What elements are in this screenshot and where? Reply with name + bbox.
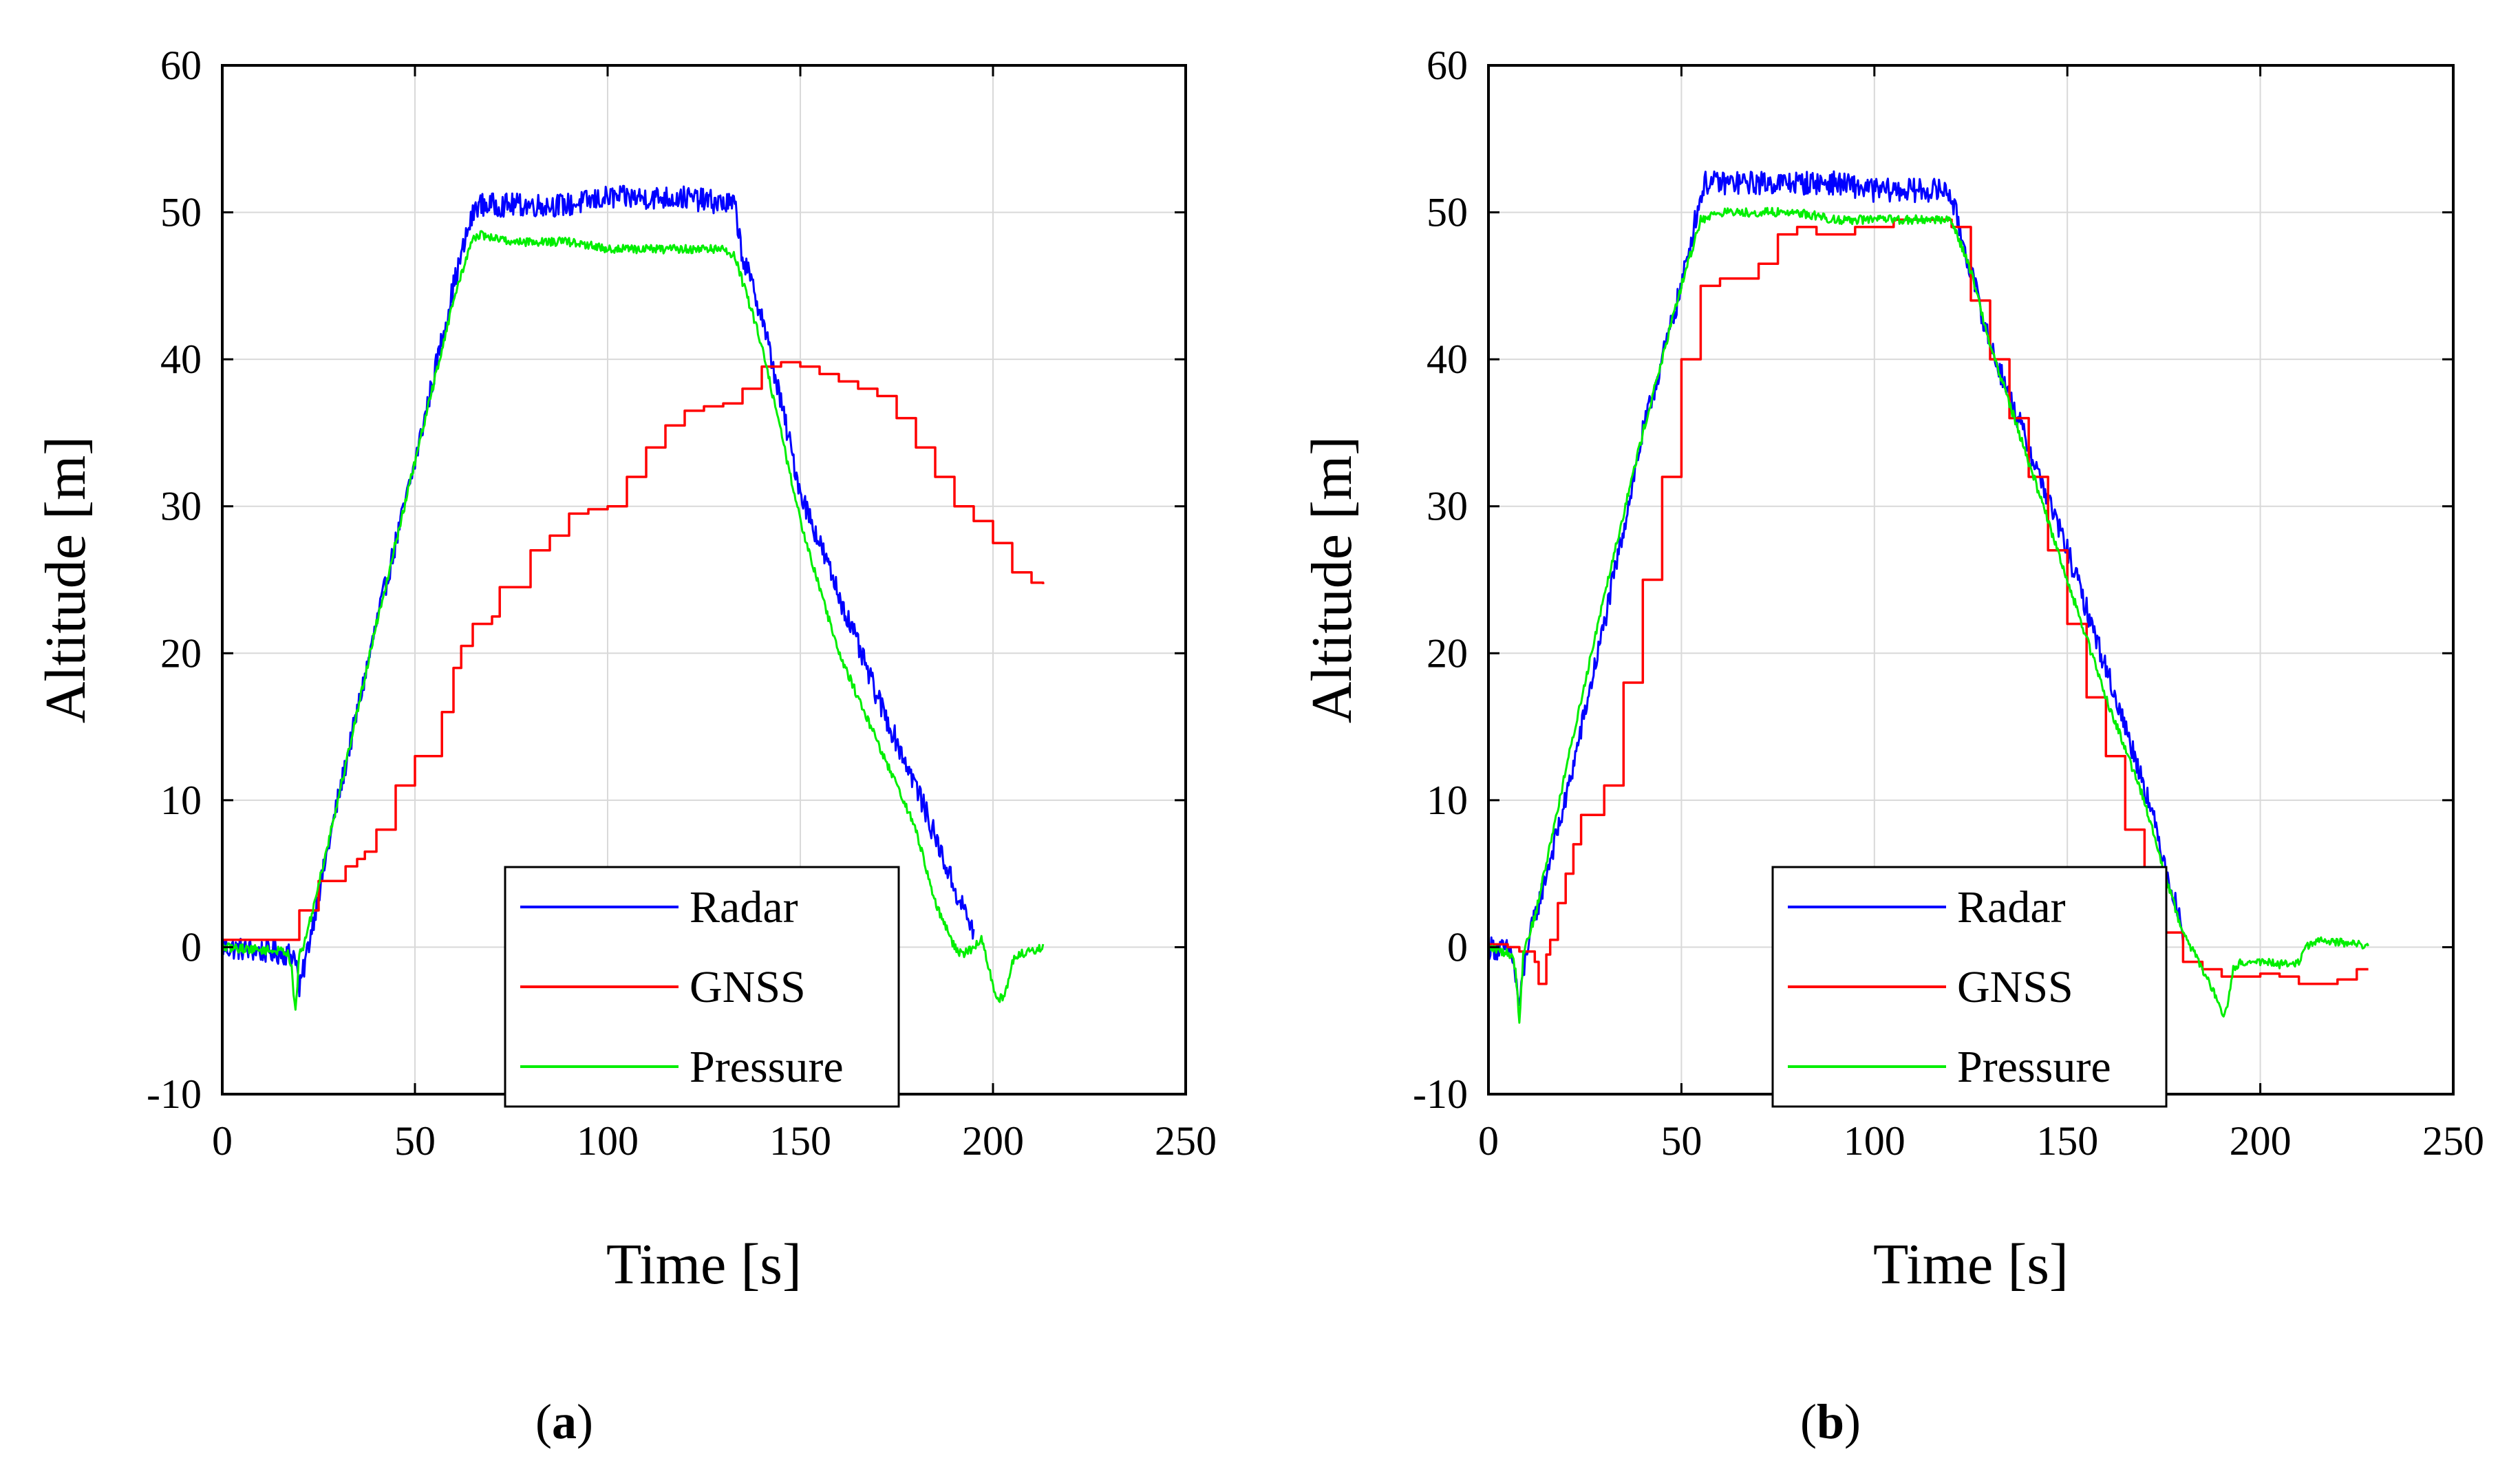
panel-b-ytick-label-4: 30 (1427, 484, 1468, 529)
panel-a-ytick-label-4: 30 (160, 484, 202, 529)
panel-a-xtick-label-5: 250 (1155, 1118, 1217, 1164)
panel-a-xtick-label-0: 0 (212, 1118, 233, 1164)
panel-b-caption: (b) (1800, 1394, 1861, 1449)
panel-b-ytick-label-1: 0 (1447, 924, 1468, 970)
panel-a-series-pressure (222, 230, 1045, 1011)
panel-a-ytick-label-5: 40 (160, 337, 202, 382)
panel-a-legend: Radar GNSS Pressure (504, 866, 900, 1108)
panel-b-series-pressure (1487, 206, 2369, 1024)
panel-a-legend-label-gnss: GNSS (690, 962, 806, 1012)
panel-a-xtick-label-4: 200 (962, 1118, 1024, 1164)
panel-b-ytick-label-5: 40 (1427, 337, 1468, 382)
panel-b-xtick-label-1: 50 (1661, 1118, 1702, 1164)
panel-a-legend-label-pressure: Pressure (690, 1042, 844, 1092)
panel-a-caption: (a) (535, 1394, 593, 1449)
panel-a-ytick-label-2: 10 (160, 778, 202, 823)
panel-b-xtick-label-3: 150 (2036, 1118, 2098, 1164)
panel-a-x-axis-label: Time [s] (606, 1232, 802, 1296)
panel-a-legend-label-radar: Radar (690, 882, 798, 932)
panel-a-ytick-label-0: -10 (147, 1071, 202, 1117)
panel-b-ytick-label-6: 50 (1427, 190, 1468, 235)
panel-a-series (221, 184, 1045, 1011)
panel-b-legend-label-gnss: GNSS (1957, 962, 2073, 1012)
panel-b-caption-letter: b (1817, 1394, 1844, 1449)
panel-a-ytick-label-6: 50 (160, 190, 202, 235)
panel-a-ytick-label-3: 20 (160, 630, 202, 676)
panel-b-series-radar (1487, 170, 2184, 1006)
panel-b-ytick-label-0: -10 (1413, 1071, 1468, 1117)
panel-b-xtick-label-4: 200 (2230, 1118, 2292, 1164)
panel-b-legend-label-pressure: Pressure (1957, 1042, 2111, 1092)
panel-b-y-axis-label: Altitude [m] (1300, 436, 1364, 724)
panel-a-ytick-label-1: 0 (181, 924, 202, 970)
panel-b-xtick-label-0: 0 (1478, 1118, 1499, 1164)
panel-b-xtick-label-2: 100 (1844, 1118, 1905, 1164)
panel-a-series-gnss (222, 361, 1045, 941)
panel-b-xtick-label-5: 250 (2422, 1118, 2484, 1164)
panel-b-series (1487, 170, 2369, 1024)
panel-b-legend: Radar GNSS Pressure (1771, 866, 2168, 1108)
panel-a-xtick-label-2: 100 (577, 1118, 639, 1164)
panel-b-ytick-label-7: 60 (1427, 43, 1468, 88)
panel-b-x-axis-label: Time [s] (1873, 1232, 2069, 1296)
panel-b-legend-label-radar: Radar (1957, 882, 2066, 932)
panel-a-ytick-label-7: 60 (160, 43, 202, 88)
panel-b-ytick-label-2: 10 (1427, 778, 1468, 823)
panel-a-y-axis-label: Altitude [m] (34, 436, 98, 724)
panel-a-caption-letter: a (552, 1394, 577, 1449)
panel-a-xtick-label-3: 150 (769, 1118, 831, 1164)
panel-b-ytick-label-3: 20 (1427, 630, 1468, 676)
panel-a-xtick-label-1: 50 (394, 1118, 436, 1164)
